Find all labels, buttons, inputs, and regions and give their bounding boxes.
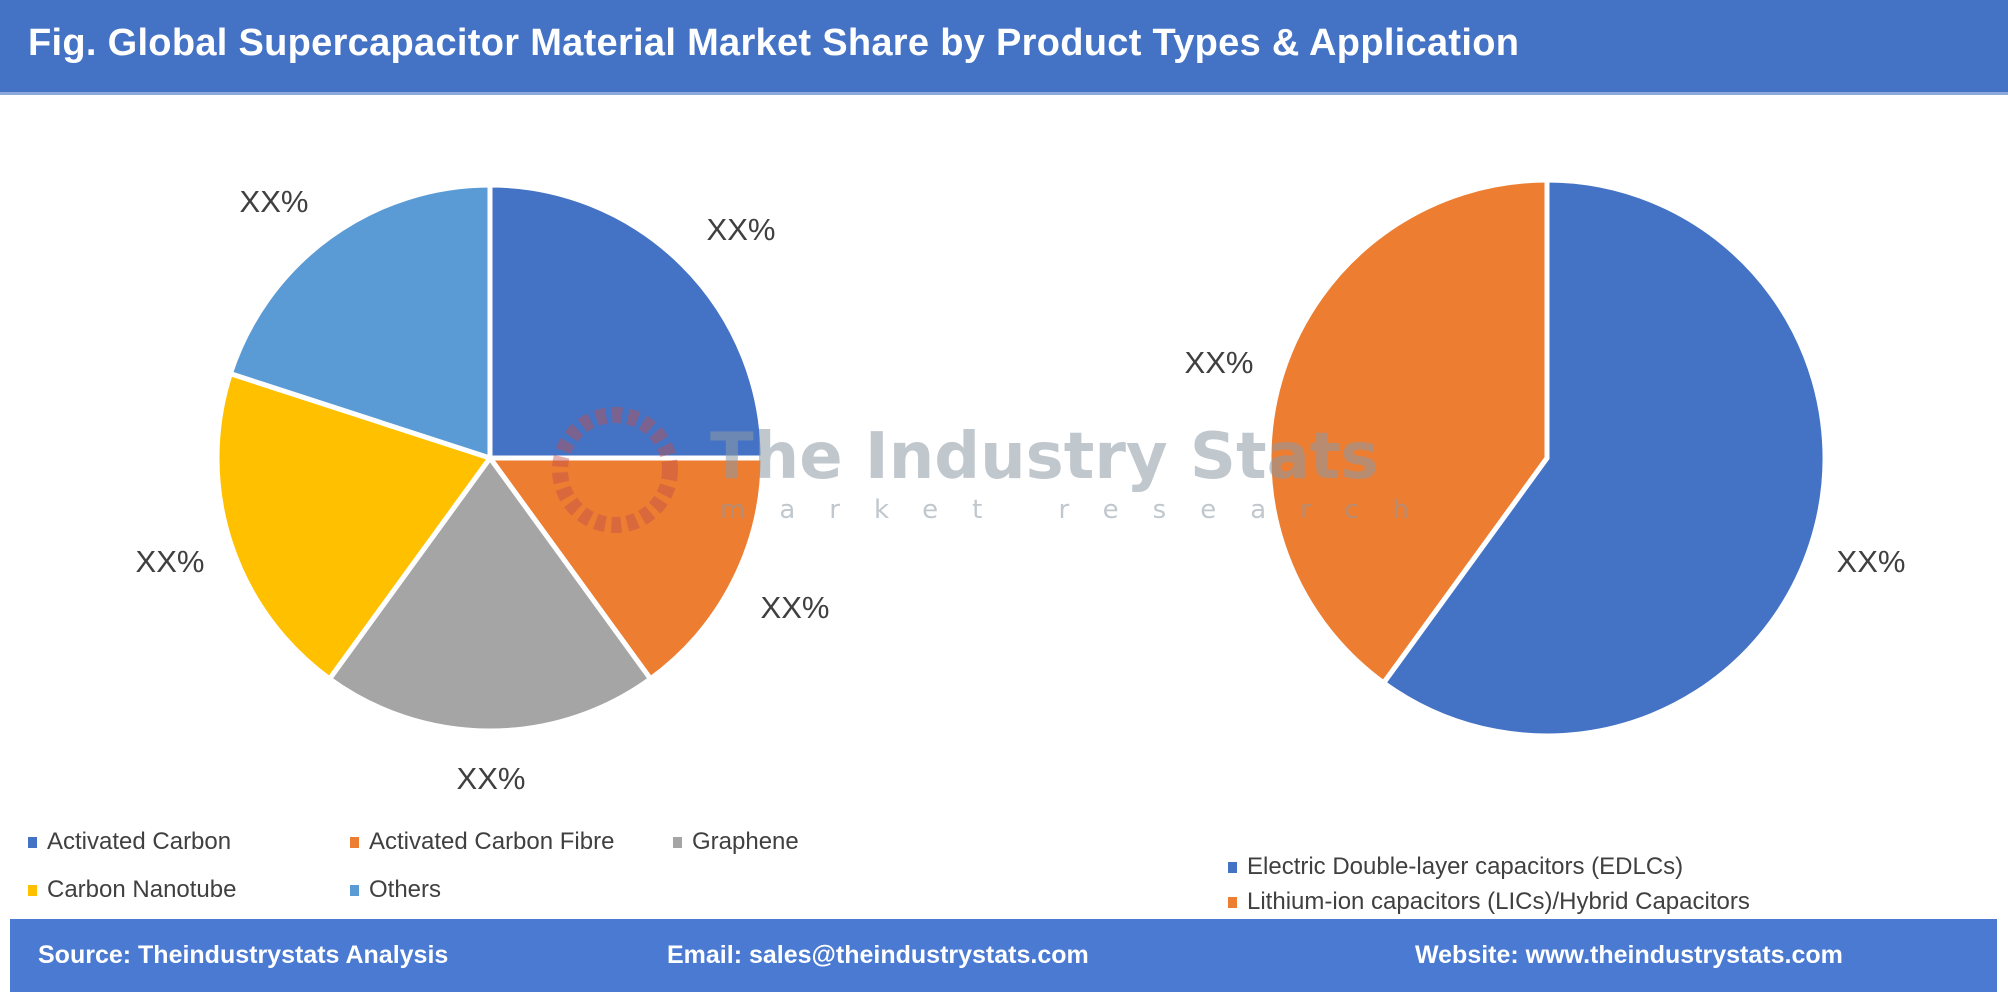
data-label: XX% (240, 184, 309, 219)
watermark: The Industry Stats market research (552, 407, 1443, 533)
footer-source: Source: Theindustrystats Analysis (38, 941, 449, 969)
legend-item: Carbon Nanotube (28, 876, 236, 904)
data-label: XX% (1185, 345, 1254, 380)
watermark-gear-icon (552, 407, 678, 533)
pie-slice (485, 455, 766, 683)
footer-website[interactable]: Website: www.theindustrystats.com (1415, 941, 1843, 969)
legend-item: Graphene (673, 828, 799, 856)
chart-title: Fig. Global Supercapacitor Material Mark… (28, 22, 1520, 64)
pie-slice (326, 453, 654, 734)
data-label: XX% (136, 544, 205, 579)
pie-slice (1266, 177, 1550, 687)
data-label: XX% (761, 590, 830, 625)
legend-item: Lithium-ion capacitors (LICs)/Hybrid Cap… (1228, 888, 1750, 916)
legend-swatch (673, 837, 682, 849)
legend-label: Activated Carbon Fibre (369, 828, 615, 855)
pie-product-types: XX% XX% XX% XX% XX% (136, 182, 830, 796)
legend-label: Activated Carbon (47, 828, 232, 855)
data-label: XX% (707, 212, 776, 247)
legend-item: Others (350, 876, 441, 904)
legend-swatch (350, 885, 359, 897)
legend-swatch (28, 837, 37, 849)
pie-slice (214, 370, 495, 683)
title-bar: Fig. Global Supercapacitor Material Mark… (0, 0, 2008, 95)
watermark-tagline: market research (720, 495, 1443, 525)
legend-item: Activated Carbon Fibre (350, 828, 614, 856)
data-label: XX% (457, 761, 526, 796)
watermark-name: The Industry Stats (710, 420, 1378, 494)
legend-label: Electric Double-layer capacitors (EDLCs) (1247, 853, 1684, 880)
legend-item: Electric Double-layer capacitors (EDLCs) (1228, 853, 1683, 881)
footer: Source: Theindustrystats Analysis Email:… (10, 919, 1997, 992)
pie-application: XX% XX% (1185, 177, 1906, 739)
footer-email[interactable]: Email: sales@theindustrystats.com (667, 941, 1089, 969)
legend-label: Carbon Nanotube (47, 876, 237, 903)
data-label: XX% (1837, 544, 1906, 579)
legend-swatch (1228, 897, 1237, 909)
pie-slice (1380, 177, 1828, 739)
legend-swatch (28, 885, 37, 897)
legend-label: Others (369, 876, 442, 903)
legend-item: Activated Carbon (28, 828, 231, 856)
pie-slice (227, 182, 493, 462)
legend-swatch (350, 837, 359, 849)
pie-slice (487, 182, 766, 461)
legend-swatch (1228, 862, 1237, 874)
legend-label: Lithium-ion capacitors (LICs)/Hybrid Cap… (1247, 888, 1750, 915)
legend-label: Graphene (692, 828, 799, 855)
